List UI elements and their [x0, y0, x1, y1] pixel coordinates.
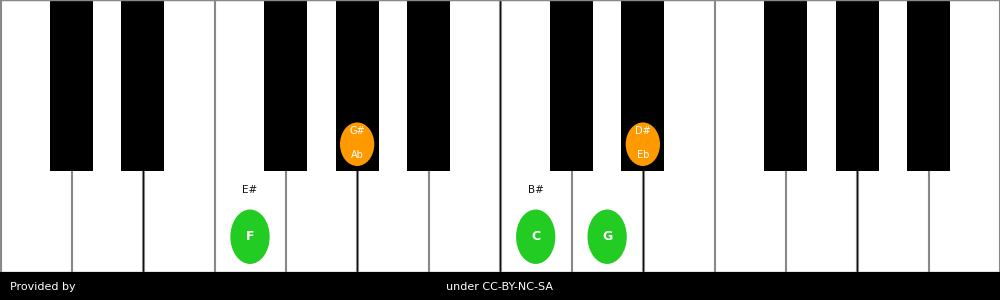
Bar — [358, 0, 428, 272]
Text: Ab: Ab — [351, 150, 364, 160]
Text: E#: E# — [242, 185, 258, 196]
Bar — [621, 0, 664, 171]
Text: G#: G# — [349, 126, 365, 136]
Text: under CC-BY-NC-SA: under CC-BY-NC-SA — [446, 282, 554, 292]
Bar — [836, 0, 879, 171]
Bar — [786, 0, 856, 272]
Bar — [858, 0, 928, 272]
Bar — [429, 0, 499, 272]
Ellipse shape — [516, 209, 555, 264]
Bar — [1, 0, 71, 272]
Bar — [121, 0, 164, 171]
Bar — [50, 0, 93, 171]
Bar — [407, 0, 450, 171]
Ellipse shape — [230, 209, 270, 264]
Bar — [72, 0, 142, 272]
Bar — [764, 0, 807, 171]
Ellipse shape — [588, 209, 627, 264]
Text: Eb: Eb — [637, 150, 649, 160]
Text: D#: D# — [635, 126, 651, 136]
Bar — [336, 0, 379, 171]
Text: F: F — [246, 230, 254, 243]
Bar — [264, 0, 307, 171]
Bar — [929, 0, 999, 272]
Text: C: C — [531, 230, 540, 243]
Text: Provided by: Provided by — [10, 282, 76, 292]
Bar — [907, 0, 950, 171]
Bar — [286, 0, 356, 272]
Bar — [644, 0, 714, 272]
Bar — [715, 0, 785, 272]
Text: G: G — [602, 230, 612, 243]
Bar — [501, 0, 571, 272]
Ellipse shape — [626, 122, 660, 166]
Bar — [550, 0, 593, 171]
Bar — [572, 0, 642, 272]
Ellipse shape — [340, 122, 374, 166]
Text: B#: B# — [528, 185, 544, 196]
Bar — [144, 0, 214, 272]
Bar — [215, 0, 285, 272]
